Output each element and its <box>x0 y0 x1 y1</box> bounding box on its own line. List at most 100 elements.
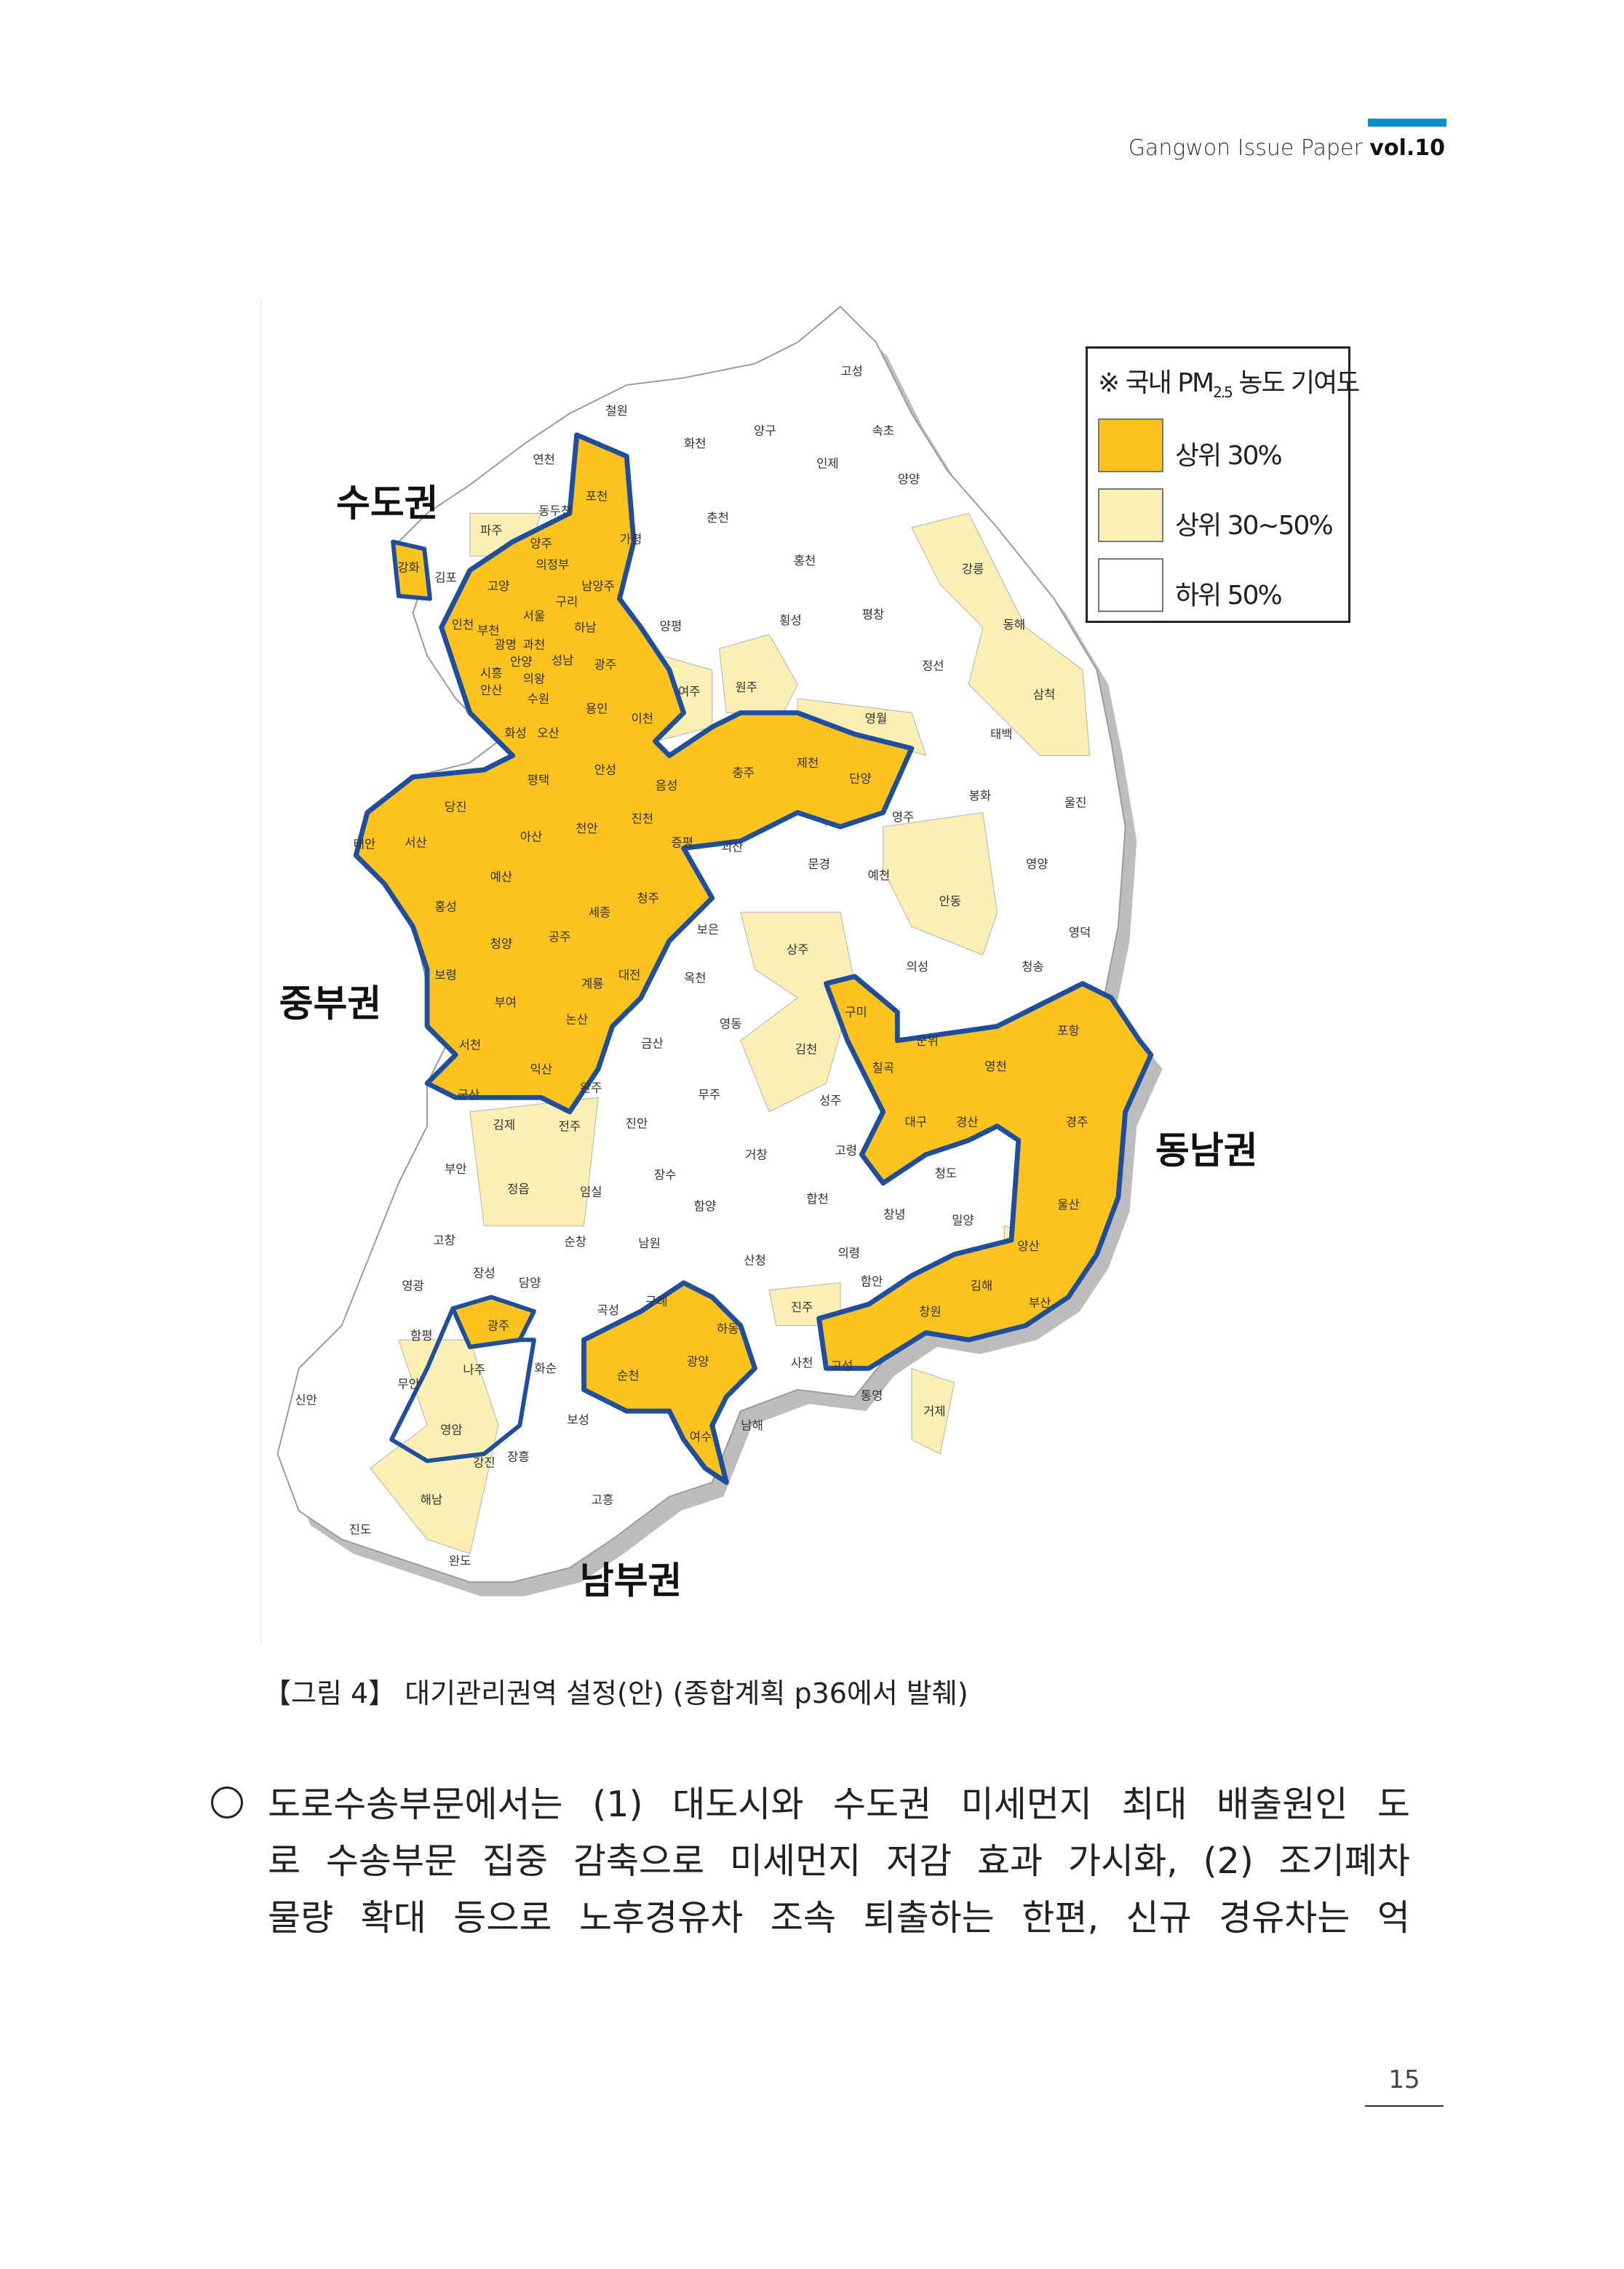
city-label: 강릉 <box>962 563 984 576</box>
city-label: 수원 <box>528 692 550 706</box>
city-label: 오산 <box>537 726 560 740</box>
city-label: 아산 <box>520 830 543 844</box>
city-label: 김천 <box>795 1043 818 1057</box>
city-label: 광양 <box>687 1354 709 1368</box>
city-label: 제천 <box>797 756 819 770</box>
page-number: 15 <box>1388 2065 1420 2094</box>
city-label: 익산 <box>530 1062 552 1076</box>
city-label: 인제 <box>816 457 839 471</box>
city-label: 괴산 <box>721 840 744 854</box>
page-number-rule <box>1365 2105 1444 2107</box>
city-label: 완주 <box>580 1081 602 1094</box>
city-label: 보성 <box>567 1413 589 1427</box>
mid-contribution-area <box>370 1339 499 1554</box>
city-label: 함양 <box>694 1199 717 1213</box>
city-label: 구리 <box>556 595 578 609</box>
city-label: 충주 <box>733 766 755 780</box>
city-label: 봉화 <box>969 789 992 803</box>
legend-title-sub: 2.5 <box>1213 384 1233 402</box>
legend-label: 하위 50% <box>1175 581 1283 611</box>
city-label: 울진 <box>1064 796 1087 810</box>
city-label: 남원 <box>638 1236 661 1250</box>
city-label: 부산 <box>1029 1296 1051 1310</box>
city-label: 고창 <box>433 1233 455 1247</box>
header-accent-bar <box>1368 119 1446 127</box>
suncheon-yeosu-zone <box>581 1280 757 1485</box>
city-label: 부천 <box>477 624 500 637</box>
legend-swatch <box>1098 418 1163 472</box>
city-label: 예천 <box>868 869 891 883</box>
management-zones <box>353 432 1154 1485</box>
city-label: 단양 <box>849 771 872 785</box>
city-label: 청도 <box>935 1167 958 1180</box>
city-label: 양산 <box>1017 1239 1040 1253</box>
city-label: 정읍 <box>507 1182 530 1196</box>
mid-contribution-area <box>911 1367 955 1455</box>
city-label: 포항 <box>1057 1024 1080 1038</box>
city-label: 진천 <box>631 811 653 825</box>
city-label: 영양 <box>1026 857 1048 871</box>
city-label: 의령 <box>837 1247 860 1260</box>
mid-contribution-area <box>469 1097 599 1227</box>
city-label: 이천 <box>631 712 653 726</box>
city-label: 화순 <box>534 1362 557 1375</box>
city-label: 화천 <box>684 437 706 450</box>
city-label: 통영 <box>861 1388 883 1402</box>
body-text-line: 로 수송부문 집중 감축으로 미세먼지 저감 효과 가시화, (2) 조기폐차 <box>268 1840 1410 1882</box>
city-label: 광주 <box>594 658 617 672</box>
mid-contribution-area <box>883 811 998 956</box>
city-label: 인천 <box>452 618 474 632</box>
legend-label: 상위 30% <box>1175 441 1283 471</box>
city-label: 과천 <box>523 637 546 651</box>
city-label: 산청 <box>744 1253 766 1267</box>
city-label: 안성 <box>594 763 617 777</box>
city-label: 춘천 <box>706 511 729 525</box>
city-label: 음성 <box>656 779 678 792</box>
city-label: 영암 <box>440 1423 463 1436</box>
city-label: 동두천 <box>538 504 572 517</box>
city-label: 부여 <box>494 996 517 1009</box>
city-label: 안동 <box>939 894 961 908</box>
city-label: 강화 <box>397 561 420 575</box>
city-label: 장흥 <box>507 1450 530 1464</box>
city-label: 대구 <box>904 1115 927 1129</box>
city-label: 청양 <box>490 937 513 951</box>
city-label: 태안 <box>354 838 376 851</box>
map-legend: ※ 국내 PM2.5 농도 기여도 상위 30% 상위 30~50% 하위 50… <box>1086 346 1360 623</box>
legend-title: ※ 국내 PM2.5 농도 기여도 <box>1098 362 1360 402</box>
mid-contribution-area <box>740 912 856 1113</box>
city-label: 경주 <box>1066 1115 1088 1129</box>
city-label: 안산 <box>480 683 503 697</box>
city-label: 가평 <box>620 532 642 546</box>
city-label: 함안 <box>861 1275 883 1289</box>
legend-label: 상위 30~50% <box>1175 511 1334 541</box>
city-label: 화성 <box>504 726 527 740</box>
city-label: 동해 <box>1003 618 1026 632</box>
city-label: 옥천 <box>684 971 706 985</box>
nambugwon-boundary <box>389 1306 536 1463</box>
city-label: 구례 <box>645 1295 668 1308</box>
city-label: 영덕 <box>1069 926 1091 939</box>
city-label: 대전 <box>618 969 641 982</box>
city-label: 순천 <box>617 1369 640 1383</box>
city-label: 영주 <box>892 810 915 824</box>
publication-title: Gangwon Issue Paper <box>1128 135 1363 161</box>
city-label: 군산 <box>458 1088 480 1102</box>
city-label: 포천 <box>586 490 608 504</box>
city-label: 파주 <box>480 524 503 538</box>
city-label: 보은 <box>697 923 720 937</box>
city-label: 진도 <box>349 1523 372 1537</box>
city-label: 문경 <box>808 857 830 871</box>
city-label: 영월 <box>865 712 888 726</box>
city-label: 완도 <box>449 1554 471 1568</box>
city-label: 나주 <box>463 1363 485 1377</box>
city-label: 남양주 <box>581 579 615 593</box>
city-label: 창원 <box>919 1305 942 1319</box>
city-label: 철원 <box>605 404 628 418</box>
city-label: 남해 <box>741 1419 763 1433</box>
city-label: 시흥 <box>480 667 503 680</box>
city-label: 상주 <box>787 942 809 956</box>
city-label: 광주 <box>487 1319 510 1332</box>
